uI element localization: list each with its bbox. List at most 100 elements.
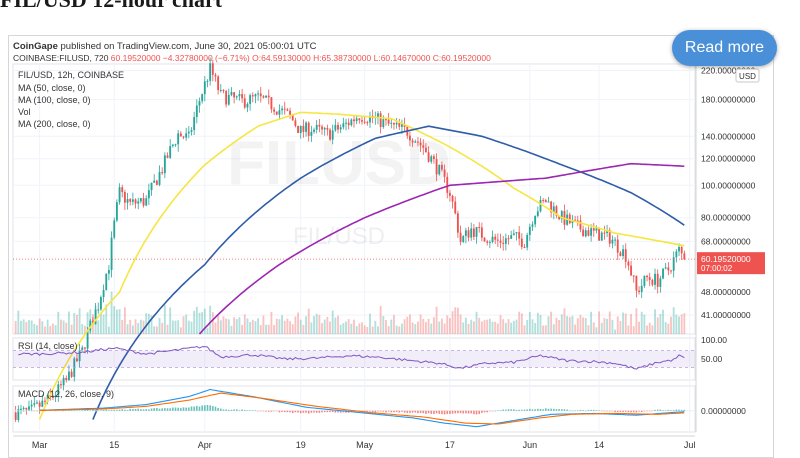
- macd-histogram-bar: [265, 410, 267, 412]
- macd-title: MACD (12, 26, close, 9): [18, 389, 114, 399]
- volume-bar: [371, 326, 374, 334]
- candle-body: [483, 237, 486, 242]
- macd-histogram-bar: [489, 410, 491, 412]
- candle-body: [342, 123, 345, 128]
- volume-bar: [326, 316, 329, 334]
- volume-bar: [137, 323, 140, 334]
- candle-body: [283, 108, 286, 110]
- volume-bar: [134, 319, 137, 334]
- macd-histogram-bar: [494, 410, 496, 412]
- candle-body: [419, 142, 422, 146]
- candle-body: [305, 122, 307, 132]
- candle-body: [648, 277, 651, 280]
- candle-body: [576, 220, 579, 222]
- candle-body: [640, 285, 643, 292]
- volume-bar: [454, 307, 457, 334]
- candle-body: [134, 199, 137, 204]
- y-tick-label: 140.00000000: [701, 131, 756, 141]
- volume-bar: [377, 326, 379, 334]
- candle-body: [678, 246, 680, 252]
- macd-histogram-bar: [251, 410, 254, 412]
- volume-bar: [387, 326, 390, 334]
- rsi-line: [18, 345, 685, 370]
- candle-body: [499, 240, 502, 243]
- macd-histogram-bar: [505, 409, 507, 411]
- candle-body: [203, 81, 206, 95]
- macd-histogram-bar: [198, 406, 201, 411]
- volume-bar: [83, 325, 86, 334]
- candle-body: [195, 105, 198, 118]
- candle-body: [488, 241, 491, 243]
- macd-histogram-bar: [670, 410, 672, 411]
- candle-body: [86, 330, 89, 349]
- candle-body: [616, 239, 619, 253]
- y-tick-label: 180.00000000: [701, 95, 756, 105]
- volume-bar: [409, 314, 411, 334]
- candle-body: [89, 320, 92, 331]
- macd-histogram-bar: [545, 408, 547, 411]
- candle-body: [233, 92, 236, 98]
- candle-body: [582, 229, 585, 237]
- macd-histogram-bar: [241, 409, 243, 411]
- macd-histogram-bar: [382, 410, 385, 412]
- volume-bar: [289, 321, 291, 334]
- macd-histogram-bar: [118, 409, 121, 411]
- x-tick-label: 15: [109, 440, 119, 450]
- candle-body: [139, 198, 142, 202]
- macd-histogram-bar: [651, 410, 654, 412]
- volume-bar: [576, 318, 579, 334]
- volume-bar: [526, 320, 529, 334]
- candle-body: [646, 275, 648, 278]
- volume-bar: [678, 316, 680, 334]
- candle-body: [635, 275, 638, 291]
- macd-histogram-bar: [648, 410, 651, 412]
- candle-body: [214, 74, 217, 77]
- volume-bar: [265, 324, 268, 334]
- candle-body: [289, 110, 291, 115]
- volume-bar: [582, 317, 585, 334]
- macd-histogram-bar: [148, 409, 150, 411]
- macd-histogram-bar: [478, 410, 481, 414]
- volume-bar: [643, 314, 646, 334]
- volume-bar: [624, 313, 627, 334]
- candle-body: [518, 232, 521, 239]
- macd-histogram-bar: [44, 410, 46, 412]
- volume-bar: [121, 319, 124, 334]
- macd-histogram-bar: [126, 409, 129, 411]
- volume-bar: [622, 312, 625, 334]
- volume-bar: [187, 320, 190, 334]
- macd-histogram-bar: [683, 409, 686, 411]
- macd-histogram-bar: [595, 410, 598, 411]
- volume-bar: [494, 321, 497, 334]
- candle-body: [262, 96, 265, 98]
- volume-bar: [102, 314, 105, 334]
- volume-bar: [515, 319, 518, 334]
- volume-bar: [198, 312, 201, 334]
- candle-body: [531, 224, 534, 227]
- volume-bar: [118, 309, 121, 334]
- volume-bar: [179, 327, 182, 334]
- macd-histogram-bar: [190, 406, 193, 411]
- currency-badge: [735, 68, 760, 83]
- volume-bar: [230, 325, 233, 334]
- macd-histogram-bar: [204, 405, 206, 411]
- volume-bar: [536, 312, 539, 334]
- macd-histogram-bar: [214, 406, 217, 411]
- macd-histogram-bar: [363, 410, 366, 412]
- macd-histogram-bar: [196, 405, 198, 411]
- candle-body: [222, 90, 225, 92]
- macd-histogram-bar: [270, 410, 273, 412]
- volume-bar: [278, 319, 281, 334]
- candle-body: [361, 120, 363, 122]
- macd-histogram-bar: [430, 410, 433, 414]
- candle-body: [366, 122, 369, 124]
- volume-bar: [366, 326, 369, 334]
- candle-body: [526, 234, 529, 248]
- candle-body: [435, 159, 438, 175]
- candle-body: [491, 236, 494, 242]
- macd-histogram-bar: [560, 409, 563, 411]
- read-more-button[interactable]: Read more: [672, 30, 777, 66]
- macd-histogram-bar: [451, 410, 454, 414]
- volume-bar: [206, 328, 209, 334]
- macd-histogram-bar: [299, 410, 302, 414]
